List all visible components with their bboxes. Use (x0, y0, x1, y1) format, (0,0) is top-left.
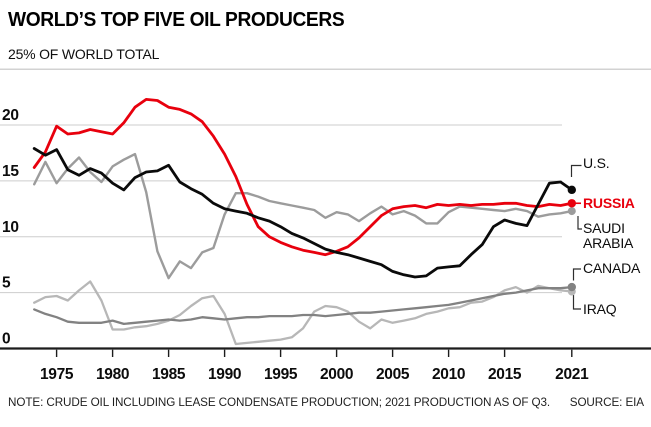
series-line-russia (32, 98, 574, 257)
series-end-dot-us (567, 185, 576, 195)
x-tick-label: 2021 (555, 366, 589, 383)
x-tick-label: 1990 (208, 366, 241, 383)
y-axis-unit-label: 25% OF WORLD TOTAL (8, 46, 160, 62)
series-label-canada: CANADA (583, 260, 641, 276)
y-tick-label: 5 (2, 275, 11, 292)
series-line-iraq (33, 280, 573, 346)
series-end-dot-russia (567, 199, 576, 208)
series-line-saudi-arabia (33, 152, 573, 280)
y-tick-label: 0 (2, 331, 10, 348)
source-label: SOURCE: EIA (569, 396, 644, 409)
y-tick-label: 10 (2, 219, 19, 236)
x-tick-label: 2005 (376, 366, 410, 383)
x-tick-label: 1975 (40, 366, 74, 383)
label-leader-iraq (572, 295, 581, 310)
series-end-dot-saudi-arabia (567, 207, 576, 216)
y-tick-label: 20 (2, 107, 19, 124)
series-end-dot-canada (567, 282, 576, 292)
y-tick-label: 15 (2, 163, 19, 180)
x-tick-label: 1980 (96, 366, 129, 383)
x-tick-label: 1995 (264, 366, 298, 383)
x-tick-label: 2010 (432, 366, 465, 383)
series-label-us: U.S. (583, 155, 610, 171)
x-tick-label: 2000 (320, 366, 353, 383)
x-tick-label: 1985 (152, 366, 186, 383)
x-tick-label: 2015 (488, 366, 522, 383)
label-leader-saudi-arabia (577, 216, 582, 230)
chart-title: WORLD’S TOP FIVE OIL PRODUCERS (8, 9, 345, 31)
series-label-russia: RUSSIA (583, 194, 635, 211)
series-label-saudi-arabia: SAUDI ARABIA (583, 220, 634, 251)
series-label-iraq: IRAQ (583, 301, 617, 317)
series-line-canada (33, 285, 573, 326)
label-leader-us (570, 164, 582, 177)
footnote: NOTE: CRUDE OIL INCLUDING LEASE CONDENSA… (8, 396, 551, 409)
series-line-us (32, 147, 574, 279)
label-leader-canada (572, 268, 581, 281)
